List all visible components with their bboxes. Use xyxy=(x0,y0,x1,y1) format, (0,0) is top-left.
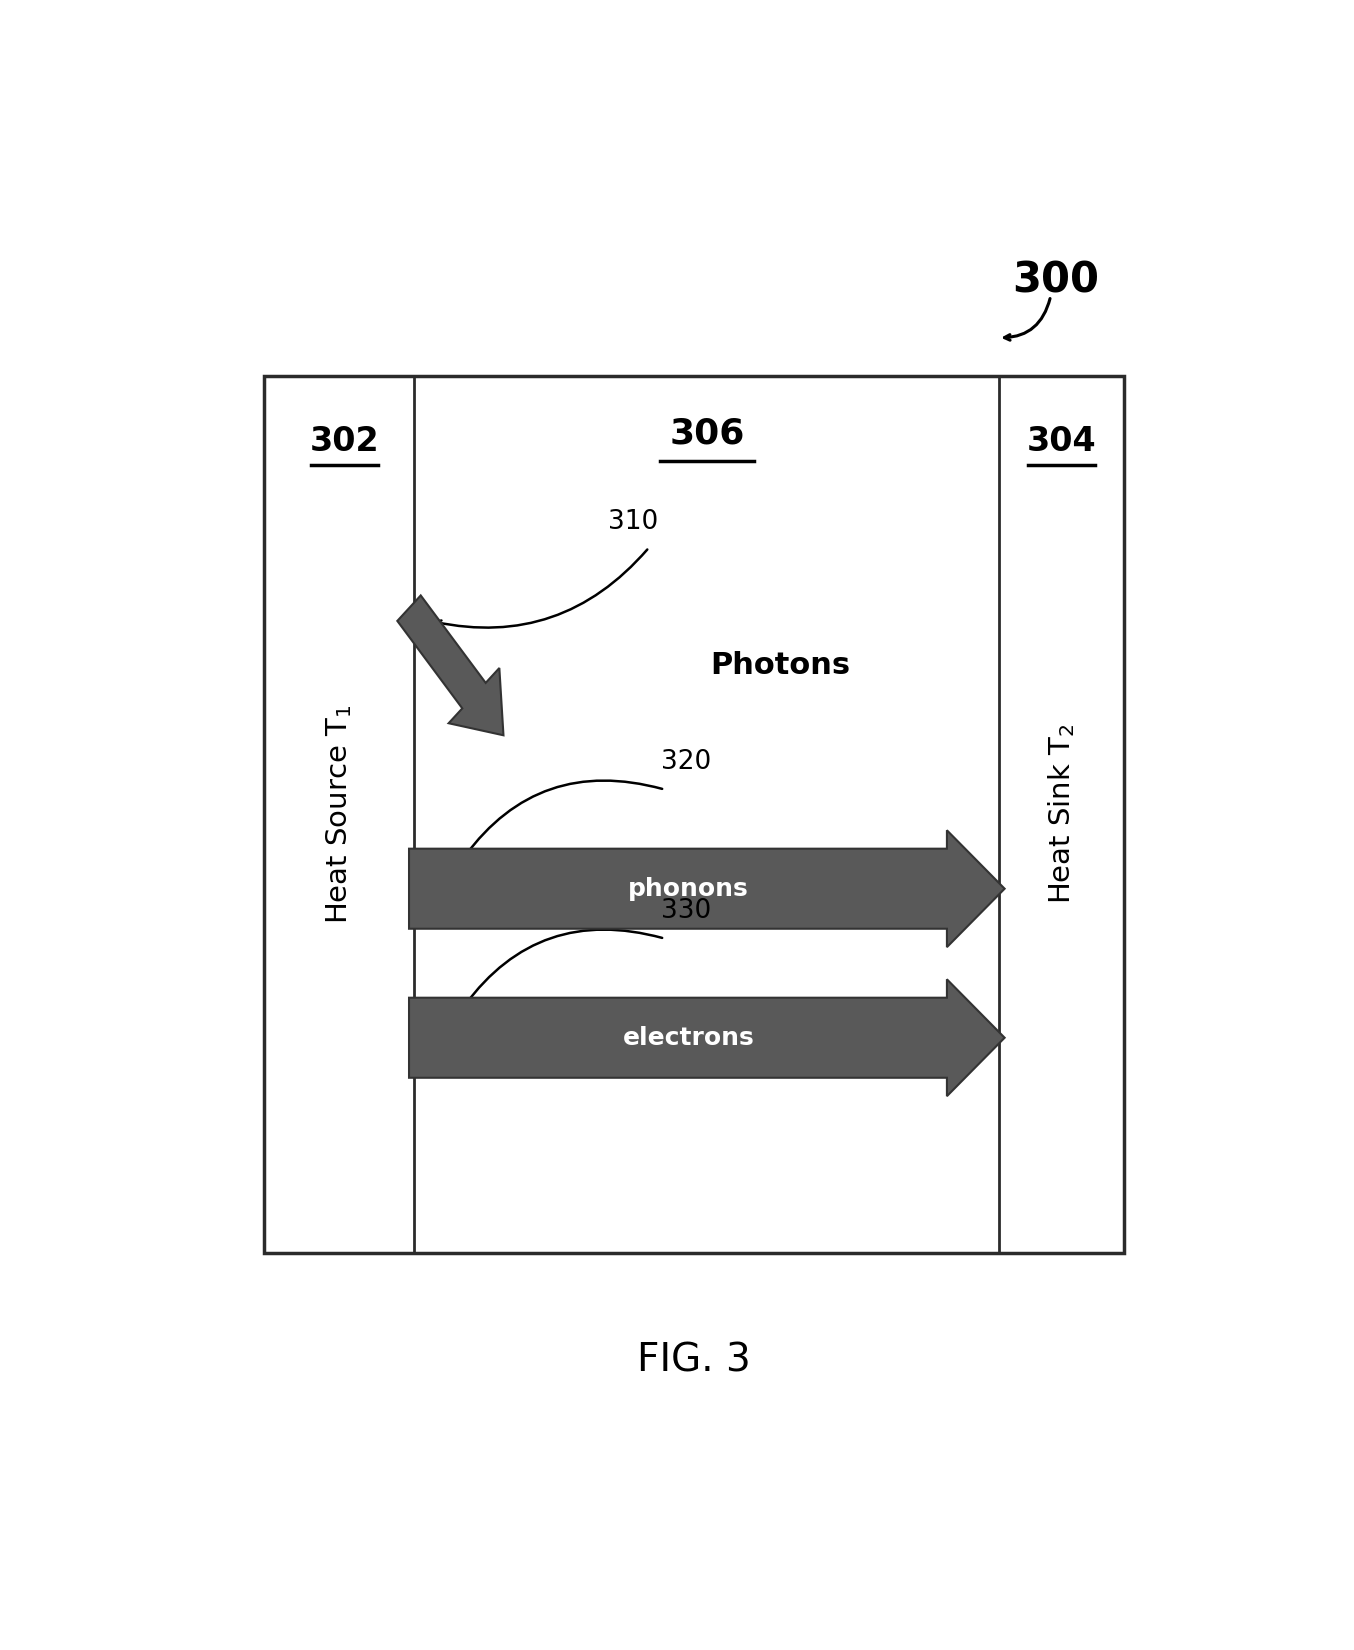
Polygon shape xyxy=(409,830,1005,947)
Text: 320: 320 xyxy=(661,749,711,774)
Text: Heat Sink $\mathregular{T_2}$: Heat Sink $\mathregular{T_2}$ xyxy=(1047,724,1078,904)
Text: electrons: electrons xyxy=(623,1026,754,1049)
FancyArrow shape xyxy=(397,596,504,736)
Text: Heat Source $\mathregular{T_1}$: Heat Source $\mathregular{T_1}$ xyxy=(324,705,353,924)
Text: 306: 306 xyxy=(669,416,745,450)
Text: 304: 304 xyxy=(1026,426,1097,459)
Text: 330: 330 xyxy=(661,898,711,924)
Text: FIG. 3: FIG. 3 xyxy=(636,1341,751,1379)
Text: 300: 300 xyxy=(1013,259,1099,302)
Text: Photons: Photons xyxy=(711,650,850,680)
Text: 310: 310 xyxy=(608,508,658,535)
Text: phonons: phonons xyxy=(628,876,749,901)
Polygon shape xyxy=(409,980,1005,1096)
Text: 302: 302 xyxy=(310,426,379,459)
Bar xyxy=(264,376,1124,1252)
